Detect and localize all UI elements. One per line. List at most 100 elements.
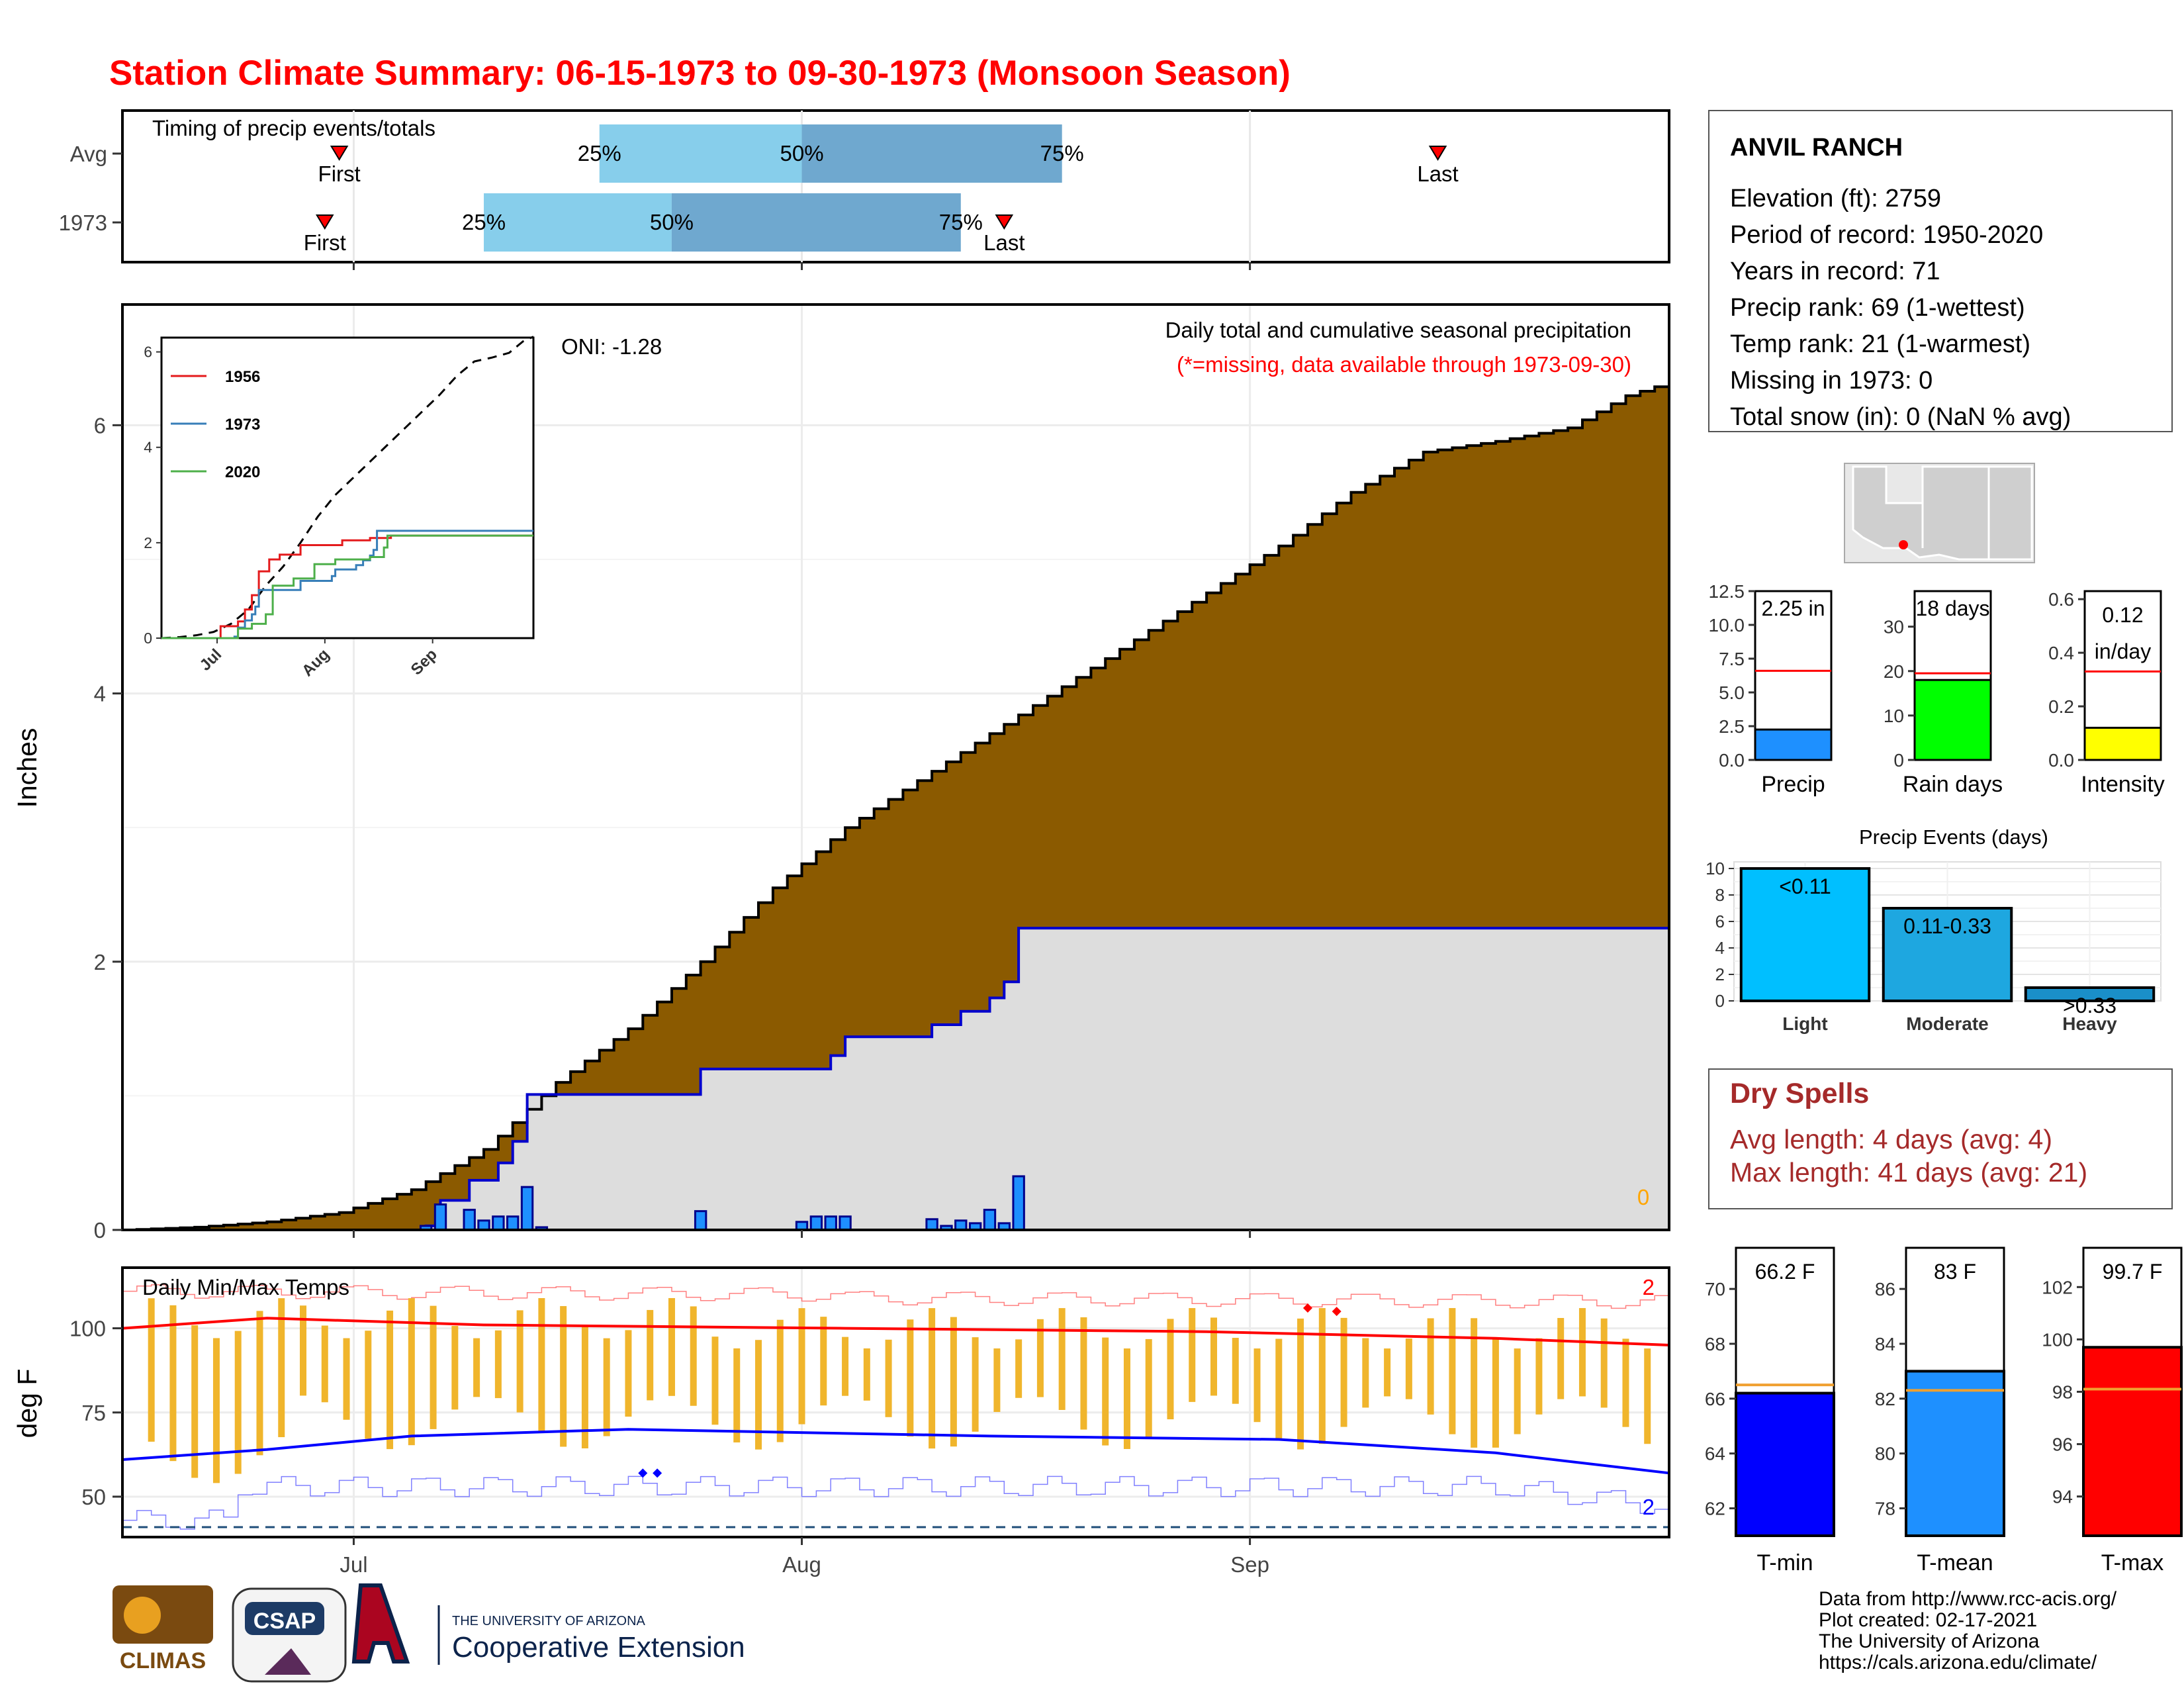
events-title: Precip Events (days) [1859, 825, 2048, 849]
year-cumulative-line [122, 927, 1669, 1231]
daily-temp-bar [1535, 1338, 1543, 1415]
timing-q50-75-bar [801, 124, 1062, 183]
daily-temp-bar [1080, 1317, 1087, 1430]
locator-map [1844, 463, 2035, 563]
temp-bar-label: T-max [2101, 1550, 2163, 1575]
mini-bar-label: Intensity [2081, 772, 2165, 797]
precip-y-tick-label: 6 [94, 413, 106, 438]
mini-bar-value-unit: in/day [2095, 639, 2151, 663]
average-max-line [122, 1317, 1670, 1346]
temp-y-tick-label: 50 [81, 1485, 106, 1509]
daily-temp-bar [885, 1339, 892, 1417]
timing-last-marker [995, 214, 1014, 230]
daily-temp-bar [820, 1317, 827, 1406]
timing-q25-50-bar [599, 124, 802, 183]
daily-temp-bar [1275, 1338, 1283, 1441]
inset-y-tick-label: 2 [144, 534, 152, 551]
daily-precip-bar [492, 1215, 505, 1231]
temp-bar-tick-label: 80 [1875, 1444, 1895, 1464]
temp-frame [121, 1266, 1670, 1538]
timing-q25-50-bar [484, 193, 672, 252]
events-y-tick-label: 2 [1715, 964, 1725, 984]
inset-legend-label: 1973 [225, 416, 260, 434]
record-high-count: 2 [1643, 1275, 1655, 1299]
daily-temp-bar [1036, 1319, 1044, 1397]
daily-precip-bar [983, 1209, 997, 1231]
precip-y-tick-label: 2 [94, 950, 106, 974]
daily-temp-bar [1600, 1318, 1608, 1408]
timing-panel: Timing of precip events/totals Avg 25% 50% 7… [59, 109, 1670, 270]
temp-bar-tick-label: 78 [1875, 1499, 1895, 1519]
events-y-tick-label: 0 [1715, 991, 1725, 1011]
temp-bar-tick-label: 68 [1705, 1334, 1725, 1354]
daily-temp-bar [1471, 1318, 1478, 1448]
daily-temp-bar [538, 1298, 545, 1432]
record-low-marker [638, 1468, 648, 1478]
daily-temp-bar [1189, 1308, 1196, 1402]
station-detail: Years in record: 71 [1730, 258, 1940, 285]
precip-y-tick-label: 0 [94, 1218, 106, 1243]
temp-y-axis-label: deg F [12, 1369, 42, 1438]
daily-precip-bar [520, 1186, 534, 1231]
daily-temp-bar [1145, 1338, 1152, 1438]
temp-bar-tick-label: 66 [1705, 1389, 1725, 1409]
inset-frame [160, 336, 535, 639]
daily-precip-bar [824, 1215, 837, 1231]
timing-25-label: 25% [578, 141, 621, 165]
year-cumulative-area [122, 928, 1669, 1230]
record-high-marker [1302, 1303, 1312, 1313]
temp-x-tick-label: Jul [340, 1552, 367, 1577]
temp-bar-tick-label: 98 [2052, 1382, 2073, 1403]
inset-legend-label: 2020 [225, 463, 260, 481]
dry-spells-box: Dry Spells Avg length: 4 days (avg: 4) M… [1708, 1068, 2173, 1209]
temp-bar-tick-label: 70 [1705, 1279, 1725, 1299]
timing-first-marker [330, 146, 349, 161]
station-detail: Precip rank: 69 (1-wettest) [1730, 294, 2025, 322]
daily-precip-bar [954, 1219, 968, 1231]
daily-temp-bar [212, 1338, 220, 1483]
daily-temp-bar [733, 1348, 741, 1443]
timing-first-label: First [318, 162, 361, 186]
daily-temp-bar [972, 1337, 979, 1432]
station-detail: Missing in 1973: 0 [1730, 367, 1933, 395]
daily-temp-bar [1427, 1318, 1434, 1415]
timing-first-marker [316, 214, 334, 230]
daily-temp-bar [300, 1305, 307, 1396]
daily-temp-bar [1340, 1317, 1347, 1427]
temp-bar-label: T-min [1757, 1550, 1813, 1575]
ua-logo-icon [351, 1583, 410, 1664]
timing-row-label: Avg [70, 142, 107, 166]
daily-temp-bar [191, 1325, 199, 1478]
ua-logo-top-text: THE UNIVERSITY OF ARIZONA [452, 1614, 646, 1628]
temp-bar-value-label: 66.2 F [1755, 1260, 1815, 1284]
mini-bar-tick-label: 0.0 [1719, 750, 1745, 771]
climas-logo-text: CLIMAS [120, 1648, 206, 1673]
daily-precip-bar [477, 1219, 490, 1231]
event-bar-label: >0.33 [2063, 994, 2116, 1017]
station-detail: Elevation (ft): 2759 [1730, 185, 1941, 212]
daily-temp-bar [321, 1325, 328, 1403]
mini-bar-tick-label: 10 [1884, 706, 1904, 726]
mini-bar-tick-label: 5.0 [1719, 682, 1745, 703]
event-bar [1882, 907, 2013, 1002]
ua-logo-bottom-text: Cooperative Extension [452, 1631, 745, 1664]
mini-bar-tick-label: 0.4 [2048, 643, 2074, 663]
logos: CLIMAS CSAP THE UNIVERSITY OF ARIZONA Coope… [113, 1583, 745, 1683]
timing-75-label: 75% [939, 210, 983, 234]
daily-temp-bar [1622, 1338, 1629, 1427]
inset-legend-label: 1956 [225, 368, 260, 386]
temp-panel-title: Daily Min/Max Temps [142, 1275, 349, 1299]
csap-logo-text: CSAP [253, 1609, 316, 1634]
dry-spells-title: Dry Spells [1730, 1078, 1869, 1109]
timing-25-label: 25% [462, 210, 506, 234]
event-bar [1739, 867, 1871, 1002]
mini-bar-tick-label: 0.6 [2048, 589, 2074, 610]
timing-label: Timing of precip events/totals [152, 116, 435, 140]
daily-temp-bar [256, 1311, 263, 1456]
temp-background [122, 1268, 1669, 1537]
oni-label: ONI: -1.28 [561, 334, 662, 359]
events-y-tick-label: 6 [1715, 912, 1725, 931]
daily-temp-bar [1492, 1338, 1499, 1448]
mini-bar-tick-label: 0.2 [2048, 696, 2074, 717]
